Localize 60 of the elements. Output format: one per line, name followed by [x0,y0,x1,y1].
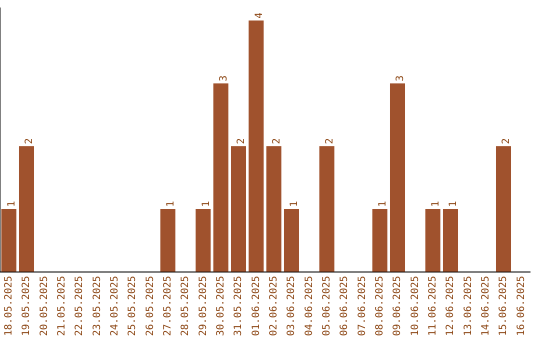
x-tick-label: 06.06.2025 [339,276,350,336]
data-label: 1 [448,200,460,207]
x-tick-label: 05.06.2025 [321,276,332,336]
data-label: 2 [324,138,336,144]
x-tick-label: 31.05.2025 [233,276,244,336]
x-tick-label: 30.05.2025 [215,276,226,336]
data-label: 1 [289,200,300,207]
x-tick-label: 11.06.2025 [427,276,438,336]
x-tick-label: 13.06.2025 [462,276,474,336]
data-label: 1 [200,200,212,207]
data-label: 3 [218,75,230,82]
x-tick-label: 02.06.2025 [268,276,280,336]
x-tick-label: 09.06.2025 [392,276,404,336]
x-tick-label: 16.06.2025 [516,276,527,336]
data-label: 2 [236,138,248,144]
data-label: 2 [501,138,512,144]
x-tick-label: 25.05.2025 [127,276,138,336]
x-tick-label: 01.06.2025 [250,276,262,336]
x-tick-label: 26.05.2025 [144,276,156,336]
bar [196,208,211,272]
x-tick-label: 23.05.2025 [92,276,103,336]
bar [266,146,282,272]
x-tick-label: 19.05.2025 [21,276,32,336]
x-tick-label: 29.05.2025 [198,276,209,336]
bar [390,83,406,272]
bar [213,83,228,272]
bar [230,146,246,272]
bar [18,146,34,272]
bar [284,208,300,272]
x-tick-label: 14.06.2025 [480,276,492,336]
x-tick-label: 18.05.2025 [3,276,14,336]
x-tick-label: 03.06.2025 [286,276,298,336]
bar [496,146,512,272]
data-label: 2 [271,138,282,144]
x-tick-label: 08.06.2025 [374,276,386,336]
data-label: 1 [6,200,18,207]
data-label: 3 [395,75,406,82]
data-label: 2 [24,138,36,144]
x-tick-label: 07.06.2025 [356,276,368,336]
data-label: 1 [165,200,176,207]
data-label: 1 [377,200,388,207]
data-label: 4 [254,12,265,19]
x-tick-label: 27.05.2025 [162,276,174,336]
x-tick-label: 10.06.2025 [410,276,421,336]
x-tick-label: 28.05.2025 [180,276,192,336]
bar [248,20,264,272]
x-tick-label: 15.06.2025 [498,276,510,336]
bar [1,208,16,272]
x-tick-label: 20.05.2025 [38,276,50,336]
x-tick-label: 22.05.2025 [74,276,86,336]
bar [442,208,458,272]
bar [319,146,334,272]
bar [372,208,388,272]
data-label: 1 [430,200,442,207]
x-tick-label: 21.05.2025 [56,276,68,336]
bar [425,208,440,272]
bar [160,208,176,272]
x-tick-label: 12.06.2025 [445,276,456,336]
x-tick-label: 24.05.2025 [109,276,120,336]
x-tick-label: 04.06.2025 [304,276,315,336]
